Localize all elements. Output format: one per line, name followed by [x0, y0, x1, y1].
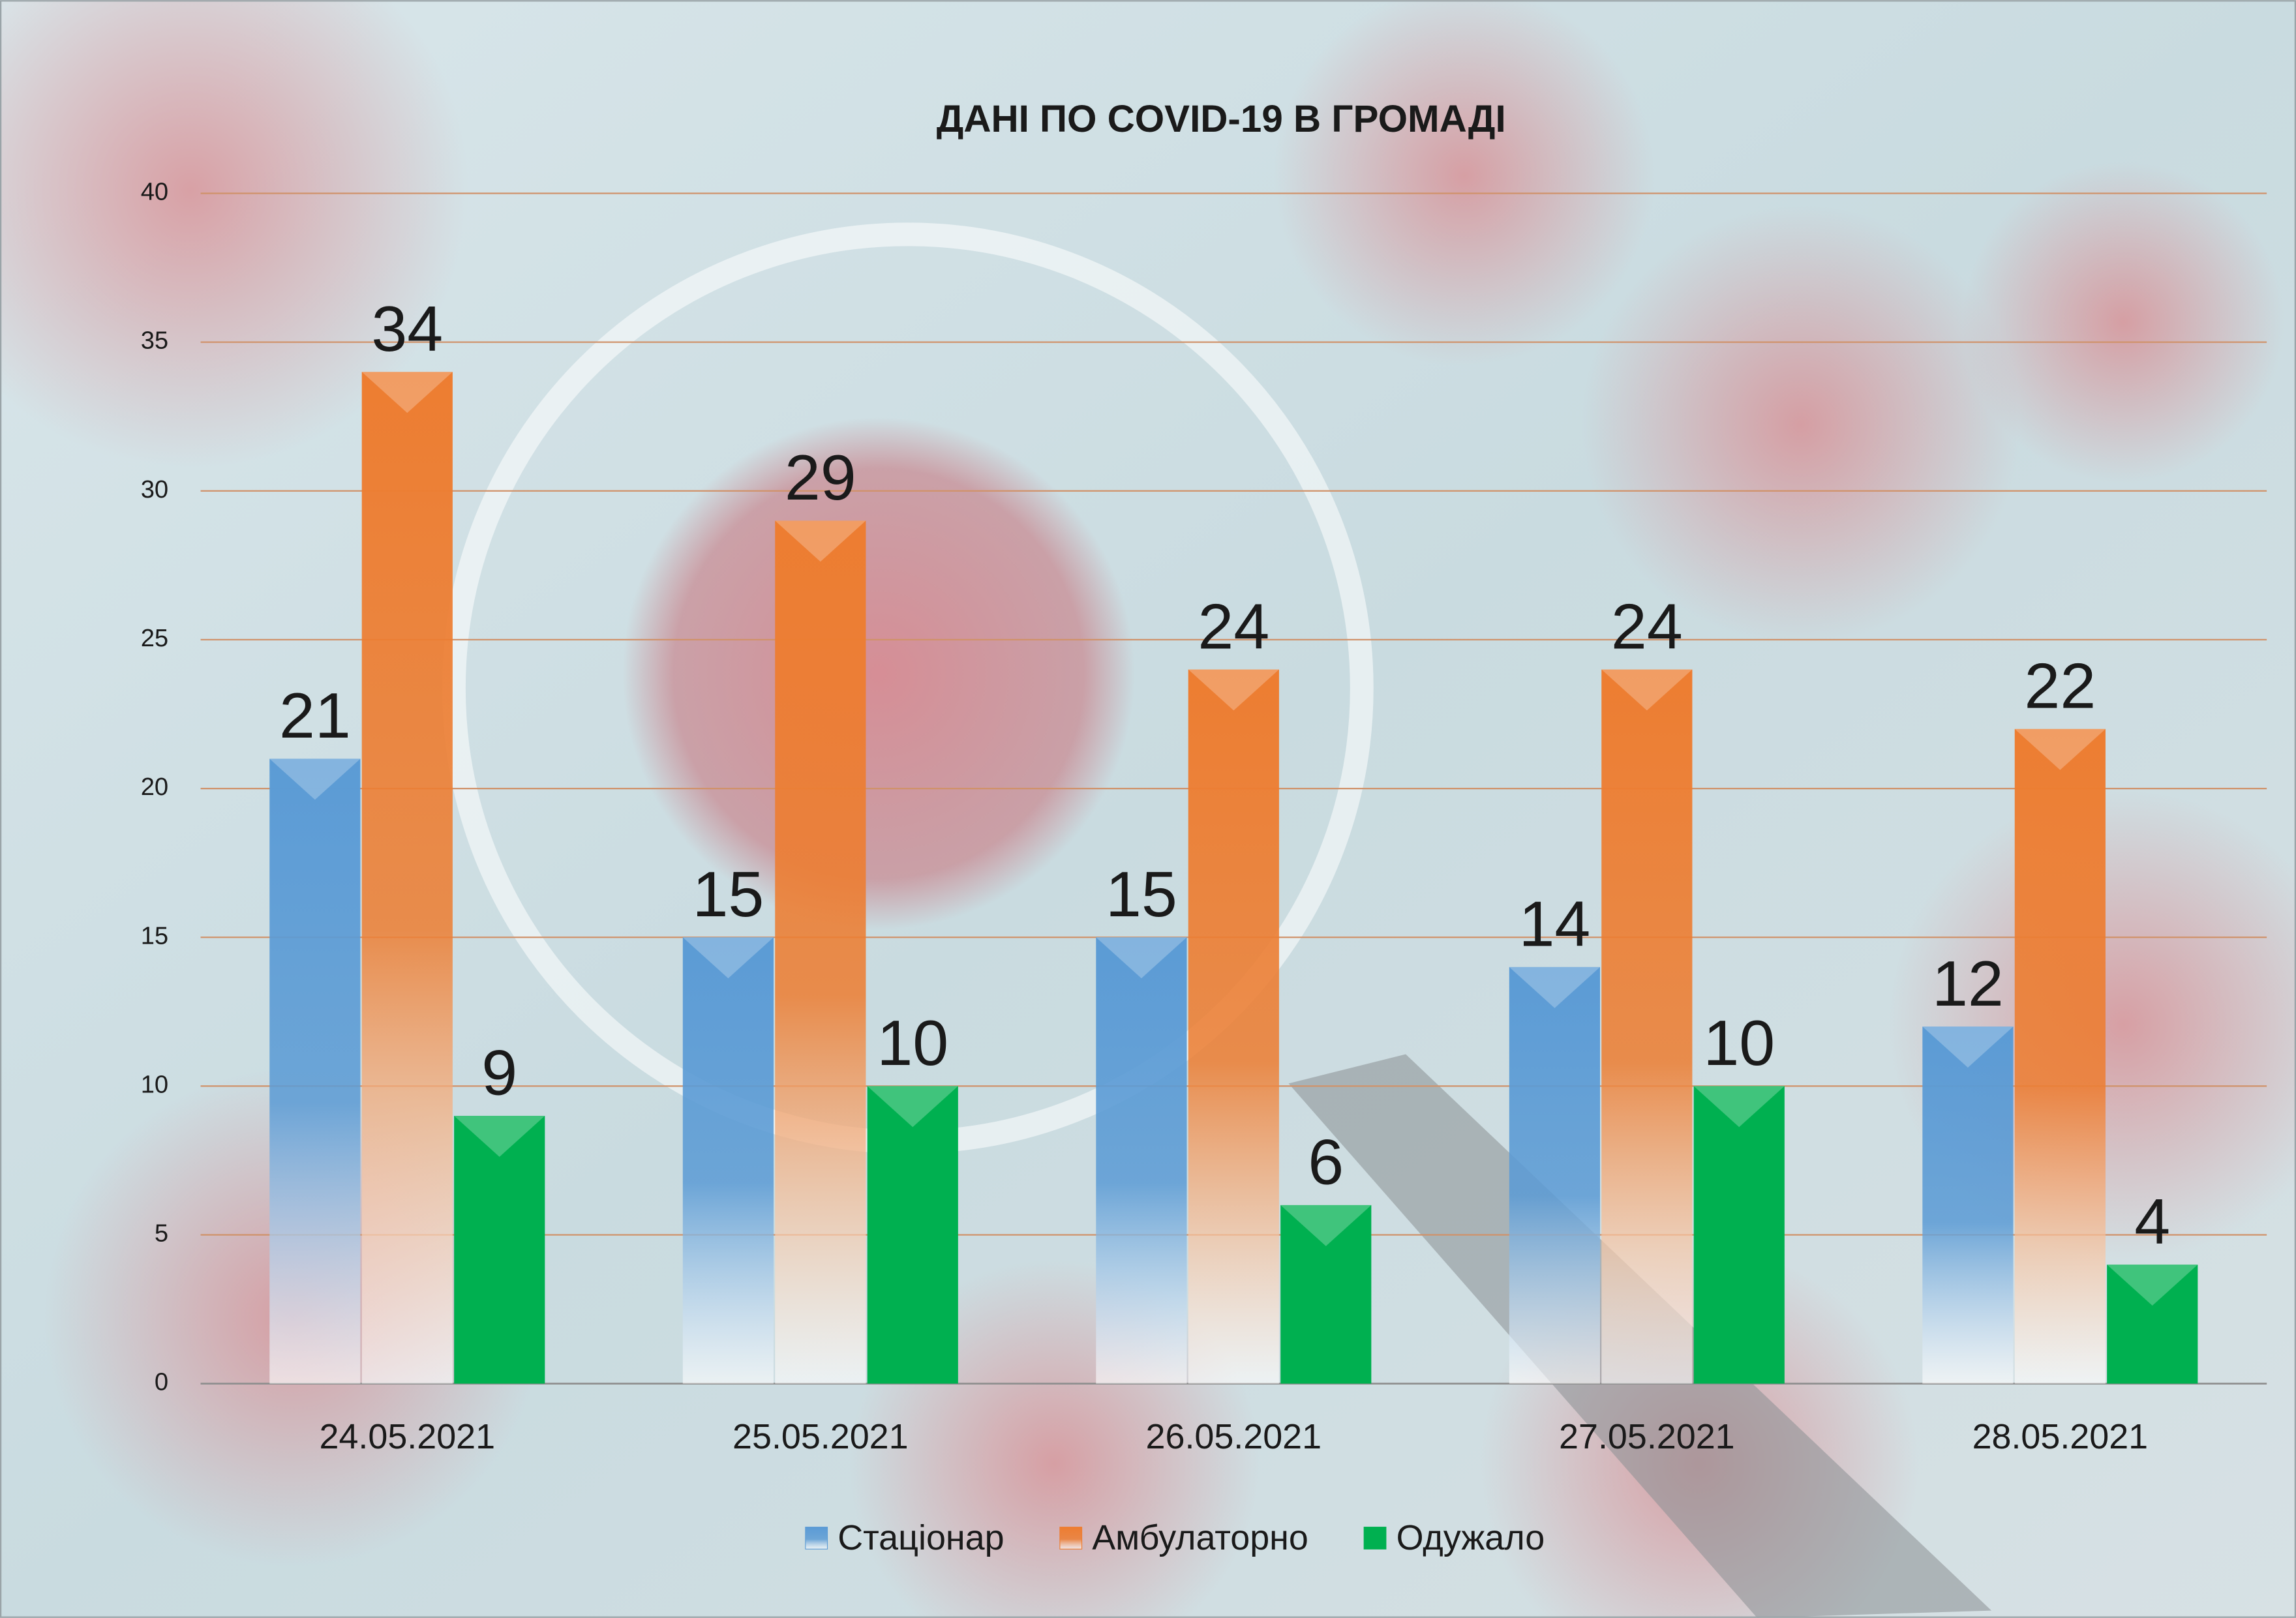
bar	[269, 758, 361, 1384]
bar	[682, 937, 774, 1384]
y-tick-label: 30	[141, 475, 168, 503]
bar-bevel	[775, 520, 866, 562]
data-label: 21	[279, 680, 351, 751]
data-label: 10	[1703, 1007, 1775, 1079]
data-label: 10	[877, 1007, 948, 1079]
bar-bevel	[1509, 966, 1600, 1008]
bar	[2014, 728, 2106, 1384]
data-label: 24	[1198, 590, 1269, 662]
bar	[1096, 937, 1187, 1384]
x-tick-label: 25.05.2021	[733, 1417, 909, 1456]
data-label: 4	[2134, 1186, 2170, 1257]
data-label: 29	[785, 442, 856, 513]
bar	[1280, 1205, 1372, 1384]
legend-label: Одужало	[1397, 1518, 1545, 1557]
bar-bevel	[2107, 1265, 2198, 1306]
data-label: 14	[1518, 888, 1590, 960]
bar	[361, 372, 453, 1384]
bar	[775, 520, 866, 1384]
y-tick-label: 10	[141, 1070, 168, 1098]
data-label: 15	[1106, 858, 1177, 930]
legend-marker	[1059, 1527, 1083, 1550]
bar	[867, 1086, 958, 1384]
data-label: 24	[1611, 590, 1683, 662]
legend-marker	[1363, 1527, 1387, 1550]
x-tick-label: 28.05.2021	[1972, 1417, 2149, 1456]
y-tick-label: 15	[141, 921, 168, 950]
bar-bevel	[2014, 728, 2106, 770]
data-label: 9	[481, 1037, 517, 1109]
bar-bevel	[1188, 669, 1279, 711]
bar	[1188, 669, 1279, 1384]
bar-bevel	[1601, 669, 1693, 711]
y-tick-label: 35	[141, 327, 168, 355]
bar-bevel	[361, 372, 453, 413]
legend: Стаціонар Амбулаторно Одужало	[805, 1518, 1545, 1557]
data-label: 12	[1932, 948, 2004, 1019]
bar-bevel	[682, 937, 774, 979]
y-tick-label: 0	[155, 1368, 168, 1396]
data-label: 34	[371, 293, 443, 365]
legend-marker	[805, 1527, 828, 1550]
bar-bevel	[1922, 1026, 2014, 1068]
bar	[454, 1115, 545, 1384]
chart-title: ДАНІ ПО COVID-19 В ГРОМАДІ	[937, 98, 1506, 140]
x-tick-label: 27.05.2021	[1559, 1417, 1735, 1456]
bar-bevel	[867, 1086, 958, 1128]
bar-bevel	[1096, 937, 1187, 979]
data-label: 22	[2024, 650, 2096, 722]
bar-bevel	[1280, 1205, 1372, 1246]
bar	[1601, 669, 1693, 1384]
data-label: 15	[692, 858, 764, 930]
bar-bevel	[1693, 1086, 1785, 1128]
bar	[1693, 1086, 1785, 1384]
x-tick-label: 26.05.2021	[1146, 1417, 1322, 1456]
legend-item: Стаціонар	[805, 1518, 1004, 1557]
bar	[1509, 966, 1600, 1384]
y-tick-label: 5	[155, 1220, 168, 1248]
bar-bevel	[454, 1115, 545, 1157]
y-tick-label: 20	[141, 773, 168, 801]
y-tick-label: 40	[141, 178, 168, 206]
legend-label: Амбулаторно	[1092, 1518, 1308, 1557]
data-label: 6	[1308, 1126, 1344, 1198]
bar-bevel	[269, 758, 361, 800]
bar	[2107, 1265, 2198, 1384]
x-tick-label: 24.05.2021	[320, 1417, 496, 1456]
y-tick-label: 25	[141, 624, 168, 652]
legend-label: Стаціонар	[838, 1518, 1004, 1557]
legend-item: Одужало	[1363, 1518, 1545, 1557]
legend-item: Амбулаторно	[1059, 1518, 1308, 1557]
bar	[1922, 1026, 2014, 1384]
